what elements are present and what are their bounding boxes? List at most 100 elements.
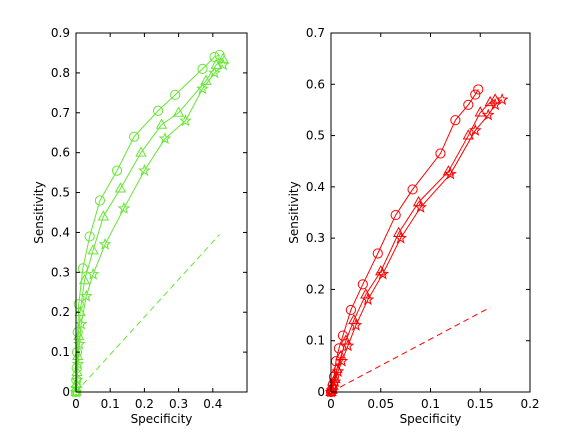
panel-1-series-3-point-3 — [70, 373, 84, 386]
panel-1-y-tick-label-5: 0.4 — [51, 225, 70, 239]
panel-2-series-3-point-5 — [331, 364, 345, 377]
panel-2-series-2-point-16 — [484, 95, 496, 107]
panel-1-x-tick-label-3: 0.2 — [135, 397, 154, 411]
panel-2-series-1-point-9 — [357, 279, 368, 290]
panel-1-x-tick-label-1: 0 — [72, 397, 80, 411]
panel-2-series-3-line — [330, 99, 503, 393]
panel-1-series-2-point-11 — [135, 146, 147, 157]
panel-2-series-3-point-14 — [468, 123, 482, 136]
panel-2-y-tick-label-8: 0.7 — [306, 26, 325, 40]
panel-2-x-tick-label-3: 0.1 — [421, 397, 440, 411]
panel-1-y-axis-label: Sensitivity — [32, 181, 46, 243]
panel-2-series-2-line — [330, 99, 496, 393]
panel-2-series-1-point-8 — [345, 304, 356, 316]
panel-1-series-2-point-10 — [114, 182, 127, 193]
chart-panel-1: 0 0.1 0.2 0.3 0.4 0 0.1 0.2 0.3 0.4 0.5 0.6 0.7 0.8 0.… — [32, 26, 248, 426]
panel-1-series-1-point-5 — [72, 327, 83, 338]
panel-2-series-3-point-8 — [349, 318, 363, 331]
panel-1-series-2-point-9 — [97, 210, 110, 221]
panel-2-series-1-point-11 — [390, 209, 401, 221]
panel-1-y-tick-label-7: 0.6 — [51, 146, 70, 160]
panel-2-series-3-point-13 — [444, 167, 457, 180]
panel-1-series-2-point-13 — [172, 106, 185, 117]
panel-1-series-4-line — [75, 234, 221, 393]
panel-1-series-2-point-16 — [217, 52, 229, 63]
panel-1-series-1-point-11 — [129, 131, 140, 142]
panel-2-x-tick-label-2: 0.05 — [367, 397, 394, 411]
panel-1-series-1-point-14 — [197, 63, 208, 75]
panel-2-series-1-point-10 — [372, 248, 383, 259]
panel-1-series-3-point-9 — [98, 237, 112, 250]
panel-1-y-tick-label-6: 0.5 — [51, 186, 70, 200]
panel-1-series-2-point-7 — [78, 273, 91, 285]
panel-2-series-3-point-12 — [414, 200, 427, 213]
panel-2-y-tick-label-1: 0 — [317, 385, 325, 399]
panel-1-y-tick-label-9: 0.8 — [51, 66, 70, 80]
panel-1-y-tick-label-1: 0 — [62, 385, 70, 399]
panel-2-series-1-point-17 — [473, 84, 484, 95]
panel-1-series-1-line — [75, 54, 220, 393]
panel-1-x-tick-label-2: 0.1 — [101, 397, 120, 411]
panel-2-axes-box — [330, 32, 531, 393]
panel-1-series-2-point-6 — [74, 305, 86, 317]
panel-1-series-3-point-13 — [179, 114, 192, 127]
panel-2-series-1-point-12 — [407, 184, 418, 195]
panel-1-y-tick-label-2: 0.1 — [51, 345, 70, 359]
panel-2-y-tick-label-4: 0.3 — [306, 231, 325, 245]
panel-1-series-3-point-16 — [216, 58, 230, 71]
panel-1-y-tick-label-4: 0.3 — [51, 265, 70, 279]
panel-2-y-tick-label-7: 0.6 — [306, 77, 325, 91]
panel-1-y-tick-label-10: 0.9 — [51, 26, 70, 40]
panel-1-series-3-point-14 — [196, 82, 209, 95]
panel-1-series-1-point-9 — [94, 195, 106, 206]
panel-1-series-1-point-13 — [170, 89, 181, 100]
panel-1-x-axis-label: Specificity — [131, 412, 193, 426]
panel-2-y-tick-label-6: 0.5 — [306, 129, 325, 143]
panel-1-series-3-point-8 — [86, 267, 100, 280]
panel-1-series-3-point-11 — [138, 163, 151, 177]
panel-2-series-1-point-13 — [435, 148, 446, 159]
panel-2-x-axis-label: Specificity — [400, 412, 462, 426]
chart-panel-2: 0 0.05 0.1 0.15 0.2 0 0.1 0.2 0.3 0.4 0.5 0.6 0.7 Spe… — [287, 26, 540, 426]
panel-1-series-1-point-7 — [77, 263, 88, 274]
panel-1-series-2-point-12 — [155, 118, 168, 129]
panel-1-y-tick-label-8: 0.7 — [51, 106, 70, 120]
panel-1-series-3-point-1 — [69, 385, 83, 398]
panel-2-series-3-point-11 — [394, 231, 408, 244]
panel-1-series-3-point-6 — [74, 317, 88, 330]
panel-2-y-tick-label-5: 0.4 — [306, 180, 325, 194]
panel-1-series-3-point-10 — [117, 201, 131, 214]
panel-2-series-3-point-6 — [335, 354, 349, 367]
panel-1-series-1-point-12 — [152, 105, 164, 116]
panel-2-x-tick-label-4: 0.15 — [467, 397, 494, 411]
panel-2-series-3-point-17 — [495, 92, 509, 106]
panel-2-y-tick-label-2: 0.1 — [306, 334, 325, 348]
panel-2-series-1-point-15 — [463, 99, 474, 110]
panel-2-series-3-point-15 — [481, 108, 495, 121]
panel-1-y-tick-label-3: 0.2 — [51, 305, 70, 319]
panel-1-series-3-point-7 — [79, 289, 93, 302]
panel-1-series-1-point-10 — [111, 165, 123, 176]
panel-2-y-axis-label: Sensitivity — [287, 181, 301, 243]
panel-2-series-2-point-14 — [462, 129, 474, 140]
panel-1-series-1-point-8 — [84, 231, 95, 242]
panel-2-x-tick-label-5: 0.2 — [520, 397, 539, 411]
panel-2-series-3-point-9 — [361, 292, 375, 306]
panel-1-series-3-point-4 — [71, 357, 85, 370]
panel-2-series-3-point-10 — [376, 267, 390, 280]
panel-2-series-1-line — [330, 89, 479, 393]
panel-1-series-3-point-15 — [208, 66, 221, 79]
panel-1-x-tick-label-4: 0.3 — [169, 397, 188, 411]
panel-1-x-tick-label-5: 0.4 — [203, 397, 222, 411]
panel-2-series-1-point-16 — [470, 89, 481, 100]
panel-1-series-3-line — [75, 64, 224, 393]
panel-1-series-2-line — [75, 58, 224, 393]
panel-1-series-3-point-12 — [158, 131, 172, 145]
panel-2-series-1-point-14 — [450, 115, 461, 126]
panel-2-y-tick-label-3: 0.2 — [306, 282, 325, 296]
panel-1-series-1-point-15 — [209, 51, 220, 63]
panel-2-series-2-point-15 — [474, 106, 486, 117]
panel-1-series-2-point-8 — [87, 244, 99, 255]
